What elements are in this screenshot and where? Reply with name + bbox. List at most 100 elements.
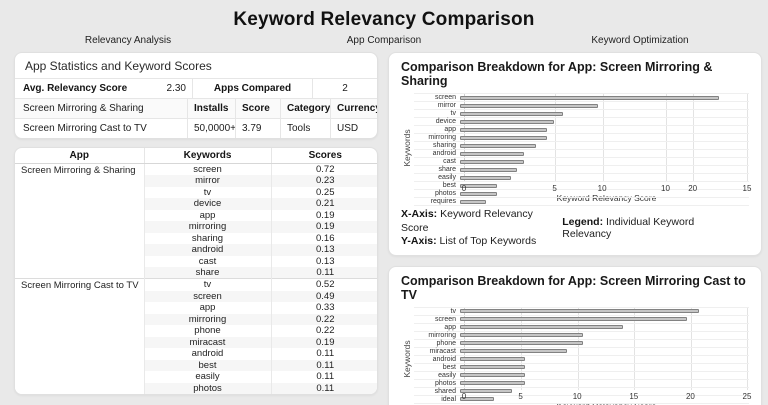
- x-tick-label: 20: [688, 184, 698, 193]
- chart-row: android: [414, 150, 749, 158]
- gridline: [747, 307, 748, 390]
- category-label: easily: [438, 174, 456, 181]
- table-row: phone 0.22: [15, 325, 377, 337]
- bar: [460, 183, 497, 188]
- stats-panel-title: App Statistics and Keyword Scores: [15, 53, 377, 79]
- score-cell: 0.16: [270, 232, 377, 245]
- x-tick-label: 10: [572, 391, 582, 401]
- gridline: [555, 94, 557, 182]
- bar: [460, 199, 487, 204]
- bar: [460, 357, 526, 362]
- keywords-table: App Keywords Scores Screen Mirroring & S…: [15, 148, 377, 395]
- x-tick-label: 15: [742, 184, 752, 193]
- tab-app-comparison[interactable]: App Comparison: [346, 35, 422, 46]
- chart-row: easily: [414, 372, 749, 380]
- category-label: mirroring: [428, 134, 456, 141]
- chart1-xaxis-note: X-Axis: Keyword Relevancy Score: [401, 208, 533, 234]
- category-label: ideal: [441, 395, 456, 403]
- score-cell: 0.13: [270, 255, 377, 268]
- chart-row: screen: [414, 94, 749, 102]
- keyword-cell: tv: [143, 186, 271, 199]
- x-tick-label: 0: [461, 391, 467, 401]
- chart-panel-app2: Comparison Breakdown for App: Screen Mir…: [388, 265, 762, 405]
- page-title: Keyword Relevancy Comparison: [233, 9, 535, 30]
- app2-name: Screen Mirroring Cast to TV: [23, 123, 147, 134]
- category-label: sharing: [433, 142, 456, 149]
- bar-track: [460, 316, 747, 323]
- bar: [460, 175, 511, 180]
- table-row: device 0.21: [15, 198, 377, 210]
- chart-row: miracast: [414, 348, 749, 356]
- keyword-cell: app: [143, 209, 271, 222]
- bar-track: [460, 174, 747, 181]
- x-tick-label: 10: [597, 184, 607, 193]
- keyword-cell: screen: [143, 163, 271, 176]
- left-column: App Statistics and Keyword Scores Avg. R…: [14, 52, 378, 396]
- app2-data-row: Screen Mirroring Cast to TV 50,0000+ 3.7…: [15, 119, 377, 138]
- keywords-panel: App Keywords Scores Screen Mirroring & S…: [14, 147, 378, 396]
- category-label: requires: [430, 198, 456, 205]
- bar: [460, 143, 536, 148]
- gridline: [747, 94, 748, 182]
- score-cell: 0.72: [270, 163, 377, 176]
- keyword-cell: easily: [143, 371, 271, 383]
- bar: [460, 119, 555, 124]
- chart1-title: Comparison Breakdown for App: Screen Mir…: [401, 60, 713, 88]
- x-tick-label: 5: [552, 184, 557, 193]
- avg-relevancy-label: Avg. Relevancy Score: [23, 83, 128, 94]
- table-row: mirroring 0.22: [15, 313, 377, 326]
- bar-track: [460, 110, 747, 117]
- bar: [460, 349, 567, 354]
- score-cell: 0.11: [270, 348, 377, 360]
- chart-row: photos: [414, 190, 749, 198]
- bar-track: [460, 182, 747, 189]
- score-cell: 0.33: [270, 302, 377, 314]
- x-axis-ticks: 0 5 10 15 20 25: [461, 390, 752, 401]
- main-content: App Statistics and Keyword Scores Avg. R…: [0, 46, 768, 405]
- keyword-cell: screen: [143, 290, 271, 303]
- summary-row: Avg. Relevancy Score 2.30 Apps Compared …: [15, 79, 377, 99]
- chart1: Keywords screen mirror tv device app mirrorin…: [401, 93, 752, 206]
- score-cell: 0.49: [270, 290, 377, 303]
- table-row: best 0.11: [15, 359, 377, 372]
- bar: [460, 325, 624, 330]
- bar: [460, 341, 583, 346]
- category-column-header: Category: [280, 99, 330, 118]
- bar: [460, 381, 526, 386]
- bar-track: [460, 340, 747, 347]
- currency-column-header: Currency: [330, 99, 377, 118]
- category-label: app: [444, 126, 456, 133]
- scores-column-header: Scores: [270, 148, 377, 164]
- chart-row: ideal: [414, 396, 749, 404]
- tab-keyword-optimization[interactable]: Keyword Optimization: [591, 35, 689, 46]
- bar: [460, 317, 688, 322]
- category-label: photos: [434, 190, 456, 197]
- keyword-cell: mirroring: [143, 313, 271, 326]
- keyword-cell: mirror: [143, 175, 271, 187]
- bar-track: [460, 372, 747, 379]
- gridline: [690, 307, 692, 390]
- score-cell: 0.13: [270, 244, 377, 256]
- score-cell: 0.19: [270, 336, 377, 349]
- installs-column-header: Installs: [187, 99, 235, 118]
- keywords-table-header-row: App Keywords Scores: [15, 148, 377, 164]
- x-tick-label: 25: [742, 391, 752, 401]
- chart-row: mirroring: [414, 134, 749, 142]
- app2-currency: USD: [330, 119, 377, 138]
- category-label: photos: [434, 379, 456, 387]
- category-label: app: [444, 323, 456, 331]
- bar-track: [460, 190, 747, 197]
- category-label: device: [435, 118, 456, 125]
- bar-track: [460, 134, 747, 141]
- bar: [460, 191, 497, 196]
- chart-row: phone: [414, 340, 749, 348]
- plot-area: tv screen app mirroring phone miracast android…: [414, 306, 749, 404]
- bar: [460, 159, 525, 164]
- category-label: cast: [443, 158, 456, 165]
- score-cell: 0.19: [270, 209, 377, 222]
- tab-relevancy-analysis[interactable]: Relevancy Analysis: [84, 35, 172, 46]
- right-column: Comparison Breakdown for App: Screen Mir…: [388, 52, 762, 405]
- y-axis-title: Keywords: [402, 129, 412, 167]
- bar-track: [460, 348, 747, 355]
- score-cell: 0.11: [270, 382, 377, 395]
